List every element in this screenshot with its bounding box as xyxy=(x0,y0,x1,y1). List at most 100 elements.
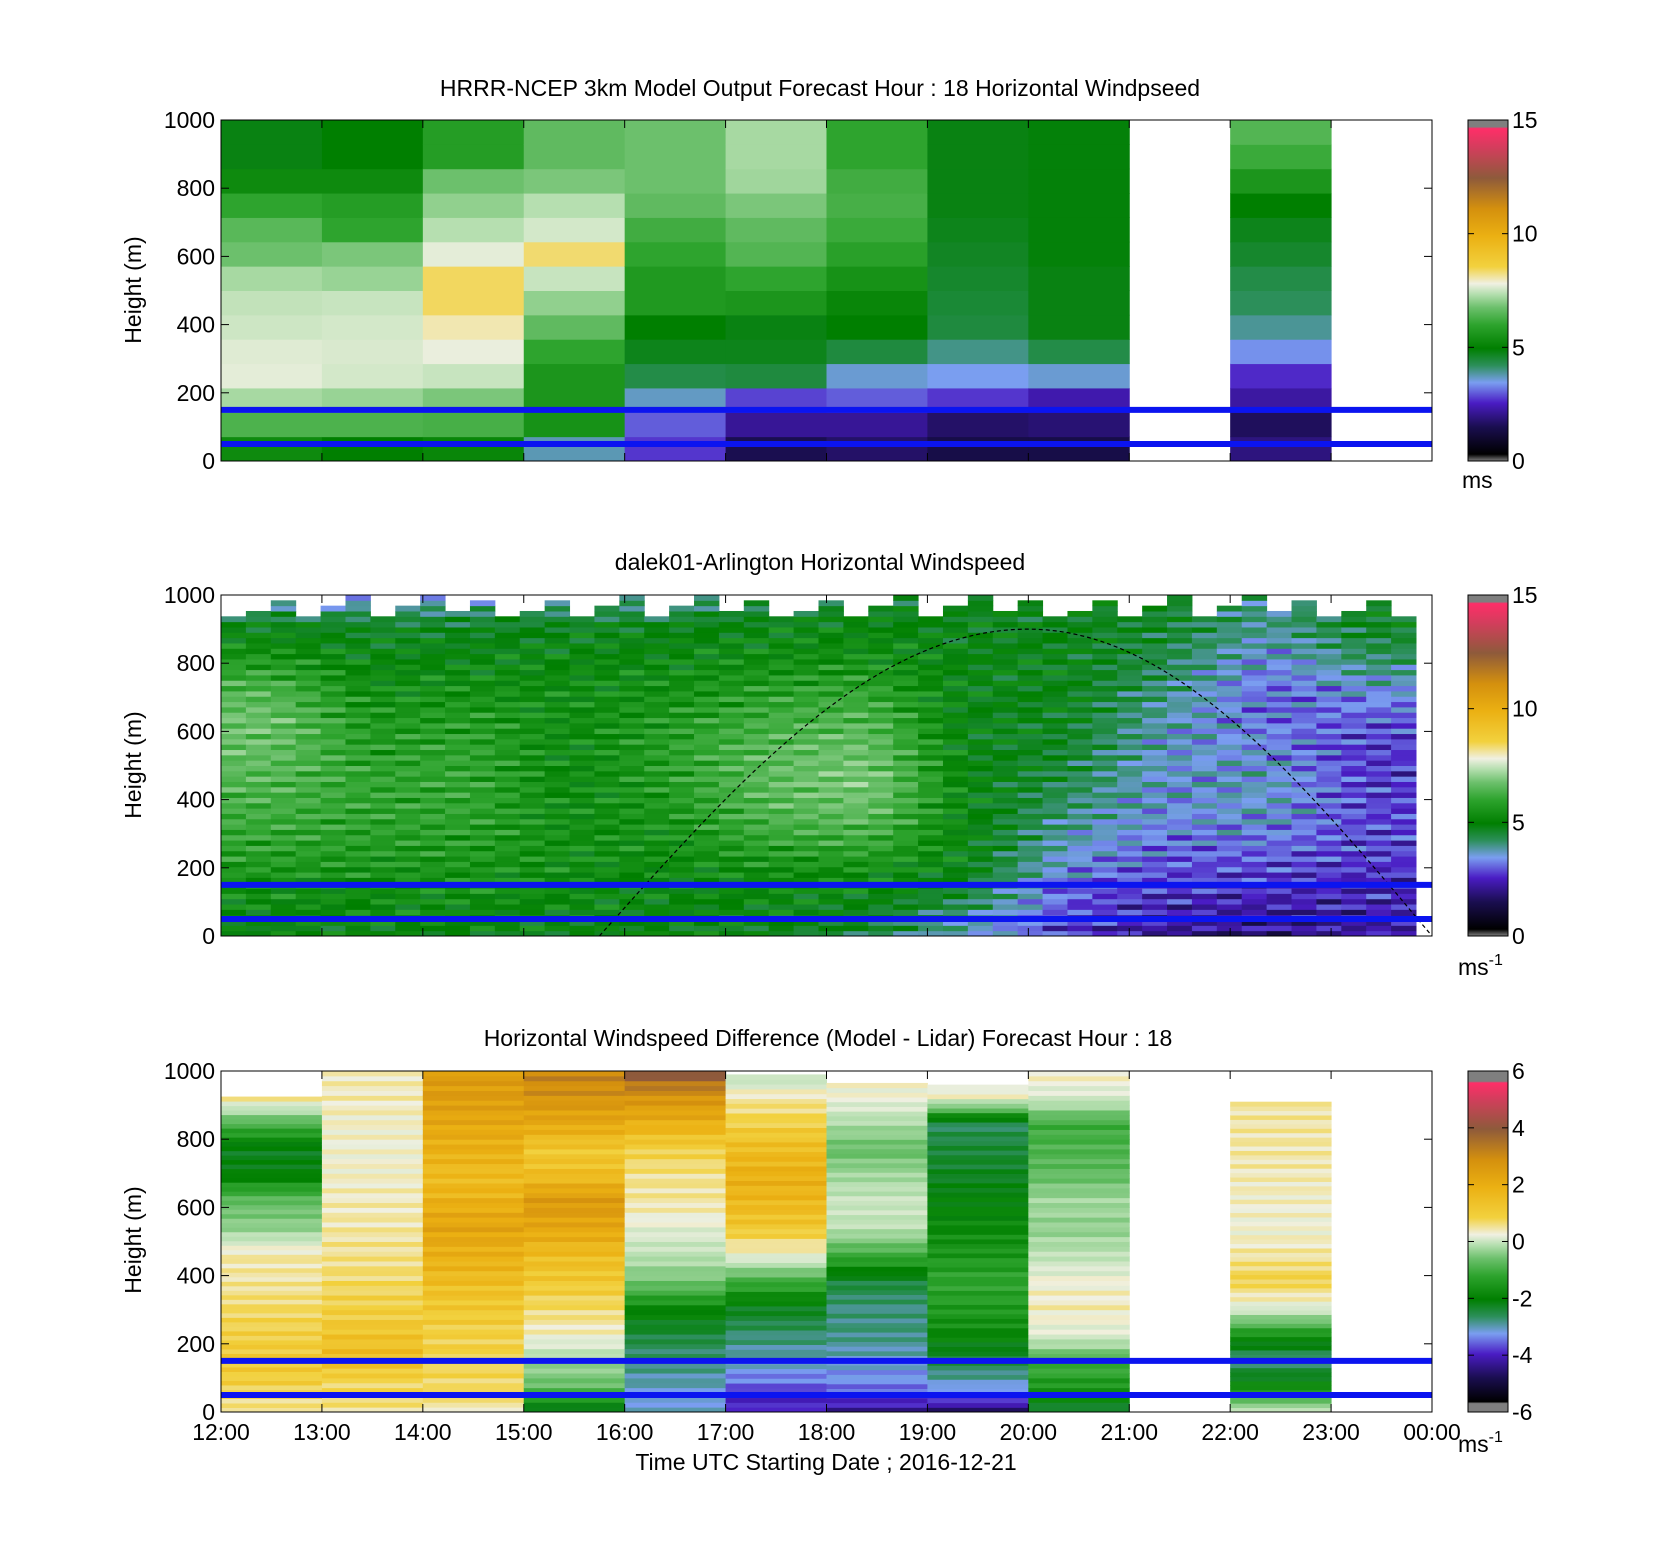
heatmap-cell xyxy=(370,733,396,740)
heatmap-cell xyxy=(1391,696,1417,703)
heatmap-cell xyxy=(395,674,421,681)
heatmap-cell xyxy=(942,888,969,894)
heatmap-cell xyxy=(927,1374,1029,1380)
heatmap-cell xyxy=(519,925,546,932)
heatmap-cell xyxy=(523,1295,626,1301)
heatmap-cell xyxy=(320,616,346,623)
heatmap-cell xyxy=(420,792,446,798)
heatmap-cell xyxy=(768,760,795,766)
heatmap-cell xyxy=(295,904,322,910)
heatmap-cell xyxy=(523,168,626,194)
heatmap-cell xyxy=(345,605,371,612)
heatmap-cell xyxy=(1017,648,1044,655)
heatmap-cell xyxy=(725,1407,827,1413)
heatmap-cell xyxy=(1042,642,1068,649)
heatmap-cell xyxy=(818,845,844,852)
heatmap-cell xyxy=(1391,866,1417,873)
heatmap-cell xyxy=(826,1266,928,1272)
heatmap-cell xyxy=(818,653,844,660)
panel-model-heatmap xyxy=(221,120,1332,462)
heatmap-cell xyxy=(694,845,720,852)
heatmap-cell xyxy=(1142,749,1168,756)
heatmap-cell xyxy=(270,797,297,804)
heatmap-cell xyxy=(221,144,323,170)
heatmap-cell xyxy=(245,706,272,713)
heatmap-cell xyxy=(569,680,595,687)
heatmap-cell xyxy=(445,893,471,900)
heatmap-cell xyxy=(1366,637,1392,644)
heatmap-cell xyxy=(569,920,595,926)
heatmap-cell xyxy=(992,744,1019,751)
heatmap-cell xyxy=(295,738,322,745)
heatmap-cell xyxy=(1391,765,1417,772)
heatmap-cell xyxy=(345,776,371,782)
heatmap-cell xyxy=(992,792,1019,798)
y-tick-label: 0 xyxy=(202,448,215,474)
heatmap-cell xyxy=(594,861,620,868)
heatmap-cell xyxy=(221,1362,323,1368)
heatmap-cell xyxy=(1067,850,1093,857)
heatmap-cell xyxy=(1241,712,1268,719)
heatmap-cell xyxy=(395,850,421,857)
heatmap-cell xyxy=(1117,621,1143,628)
heatmap-cell xyxy=(1291,802,1317,809)
heatmap-cell xyxy=(893,664,919,671)
heatmap-cell xyxy=(768,888,795,894)
heatmap-cell xyxy=(826,1388,928,1394)
heatmap-cell xyxy=(345,616,371,623)
heatmap-cell xyxy=(1266,690,1293,697)
heatmap-cell xyxy=(725,1252,827,1259)
heatmap-cell xyxy=(967,610,994,617)
heatmap-cell xyxy=(644,690,670,697)
heatmap-cell xyxy=(694,898,720,905)
heatmap-cell xyxy=(644,920,670,926)
heatmap-cell xyxy=(1028,1148,1130,1155)
heatmap-cell xyxy=(725,1402,827,1408)
heatmap-cell xyxy=(644,792,670,798)
heatmap-cell xyxy=(868,674,894,681)
heatmap-cell xyxy=(1341,930,1367,937)
heatmap-cell xyxy=(1042,765,1068,772)
heatmap-cell xyxy=(345,786,371,793)
heatmap-cell xyxy=(422,1319,525,1325)
heatmap-cell xyxy=(1366,712,1392,719)
heatmap-cell xyxy=(395,722,421,729)
heatmap-cell xyxy=(321,1119,424,1126)
heatmap-cell xyxy=(725,339,827,365)
heatmap-cell xyxy=(523,1153,626,1160)
heatmap-cell xyxy=(718,674,745,681)
heatmap-cell xyxy=(1117,754,1143,761)
heatmap-cell xyxy=(469,664,496,671)
heatmap-cell xyxy=(868,861,894,868)
heatmap-cell xyxy=(1366,685,1392,692)
heatmap-cell xyxy=(619,642,645,649)
heatmap-cell xyxy=(270,893,297,900)
heatmap-cell xyxy=(320,701,346,708)
heatmap-cell xyxy=(1028,1251,1130,1257)
heatmap-cell xyxy=(1266,754,1293,761)
heatmap-cell xyxy=(494,893,521,900)
heatmap-cell xyxy=(345,696,371,703)
heatmap-cell xyxy=(1017,824,1044,830)
heatmap-cell xyxy=(818,893,844,900)
heatmap-cell xyxy=(221,845,247,852)
heatmap-cell xyxy=(1117,866,1143,873)
heatmap-cell xyxy=(793,765,819,772)
heatmap-cell xyxy=(992,653,1019,660)
heatmap-cell xyxy=(245,904,272,910)
heatmap-cell xyxy=(295,765,322,772)
heatmap-cell xyxy=(1266,674,1293,681)
heatmap-cell xyxy=(868,834,894,841)
heatmap-cell xyxy=(694,595,720,601)
heatmap-cell xyxy=(422,1368,525,1374)
heatmap-cell xyxy=(992,770,1019,777)
heatmap-cell xyxy=(523,1309,626,1316)
heatmap-cell xyxy=(818,690,844,697)
heatmap-cell xyxy=(544,925,571,932)
heatmap-cell xyxy=(843,797,869,804)
heatmap-cell xyxy=(718,744,745,751)
heatmap-cell xyxy=(619,600,645,607)
heatmap-cell xyxy=(295,845,322,852)
heatmap-cell xyxy=(1230,1141,1332,1147)
heatmap-cell xyxy=(725,1204,827,1210)
